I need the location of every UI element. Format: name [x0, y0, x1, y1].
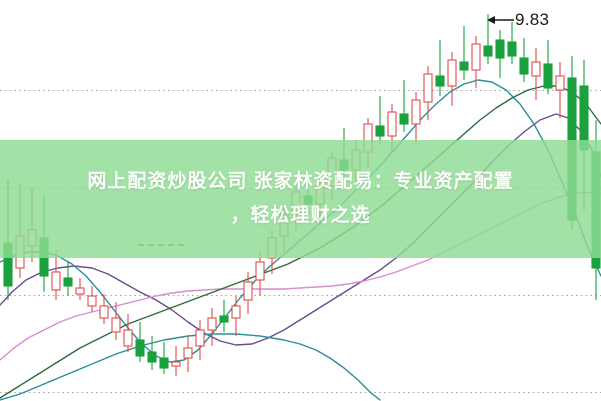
candle [207, 308, 217, 346]
candle [255, 252, 265, 296]
candle [159, 342, 169, 374]
candle [63, 262, 73, 296]
candle [555, 62, 565, 118]
candle [75, 278, 85, 300]
candle [111, 302, 121, 340]
candle [411, 92, 421, 142]
candle [447, 52, 457, 106]
candle [531, 48, 541, 100]
candle [231, 296, 241, 336]
candle [99, 294, 109, 324]
ma-line-ma-teal-lower [0, 333, 381, 401]
candle [507, 22, 517, 64]
candle [399, 80, 409, 132]
candle [147, 336, 157, 370]
arrow-left-icon [487, 16, 514, 24]
candle [123, 314, 133, 352]
price-label: 9.83 [515, 10, 550, 29]
candle [435, 40, 445, 96]
candle [219, 300, 229, 332]
price-annotation: 9.83 [487, 10, 549, 30]
candle [543, 40, 553, 94]
candle [519, 38, 529, 82]
candle [423, 66, 433, 120]
candle [87, 286, 97, 312]
ma-line-ma-purple [0, 113, 601, 346]
candle [195, 320, 205, 360]
candle [567, 56, 577, 230]
candle [471, 36, 481, 88]
candle [375, 96, 385, 144]
candle [183, 336, 193, 372]
candle [459, 26, 469, 80]
candle [243, 272, 253, 314]
candle [495, 30, 505, 78]
candle [483, 14, 493, 64]
candle [51, 250, 61, 300]
candle [135, 322, 145, 362]
candle [171, 346, 181, 376]
